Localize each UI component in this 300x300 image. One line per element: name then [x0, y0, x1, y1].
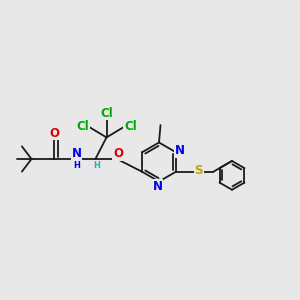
- Text: Cl: Cl: [124, 120, 137, 133]
- Text: O: O: [49, 127, 59, 140]
- Text: H: H: [93, 161, 100, 170]
- Text: H: H: [73, 161, 80, 170]
- Text: N: N: [71, 147, 82, 161]
- Text: S: S: [194, 164, 203, 177]
- Text: Cl: Cl: [76, 120, 89, 133]
- Text: N: N: [175, 144, 184, 157]
- Text: O: O: [113, 147, 123, 161]
- Text: N: N: [152, 180, 163, 193]
- Text: Cl: Cl: [100, 106, 113, 120]
